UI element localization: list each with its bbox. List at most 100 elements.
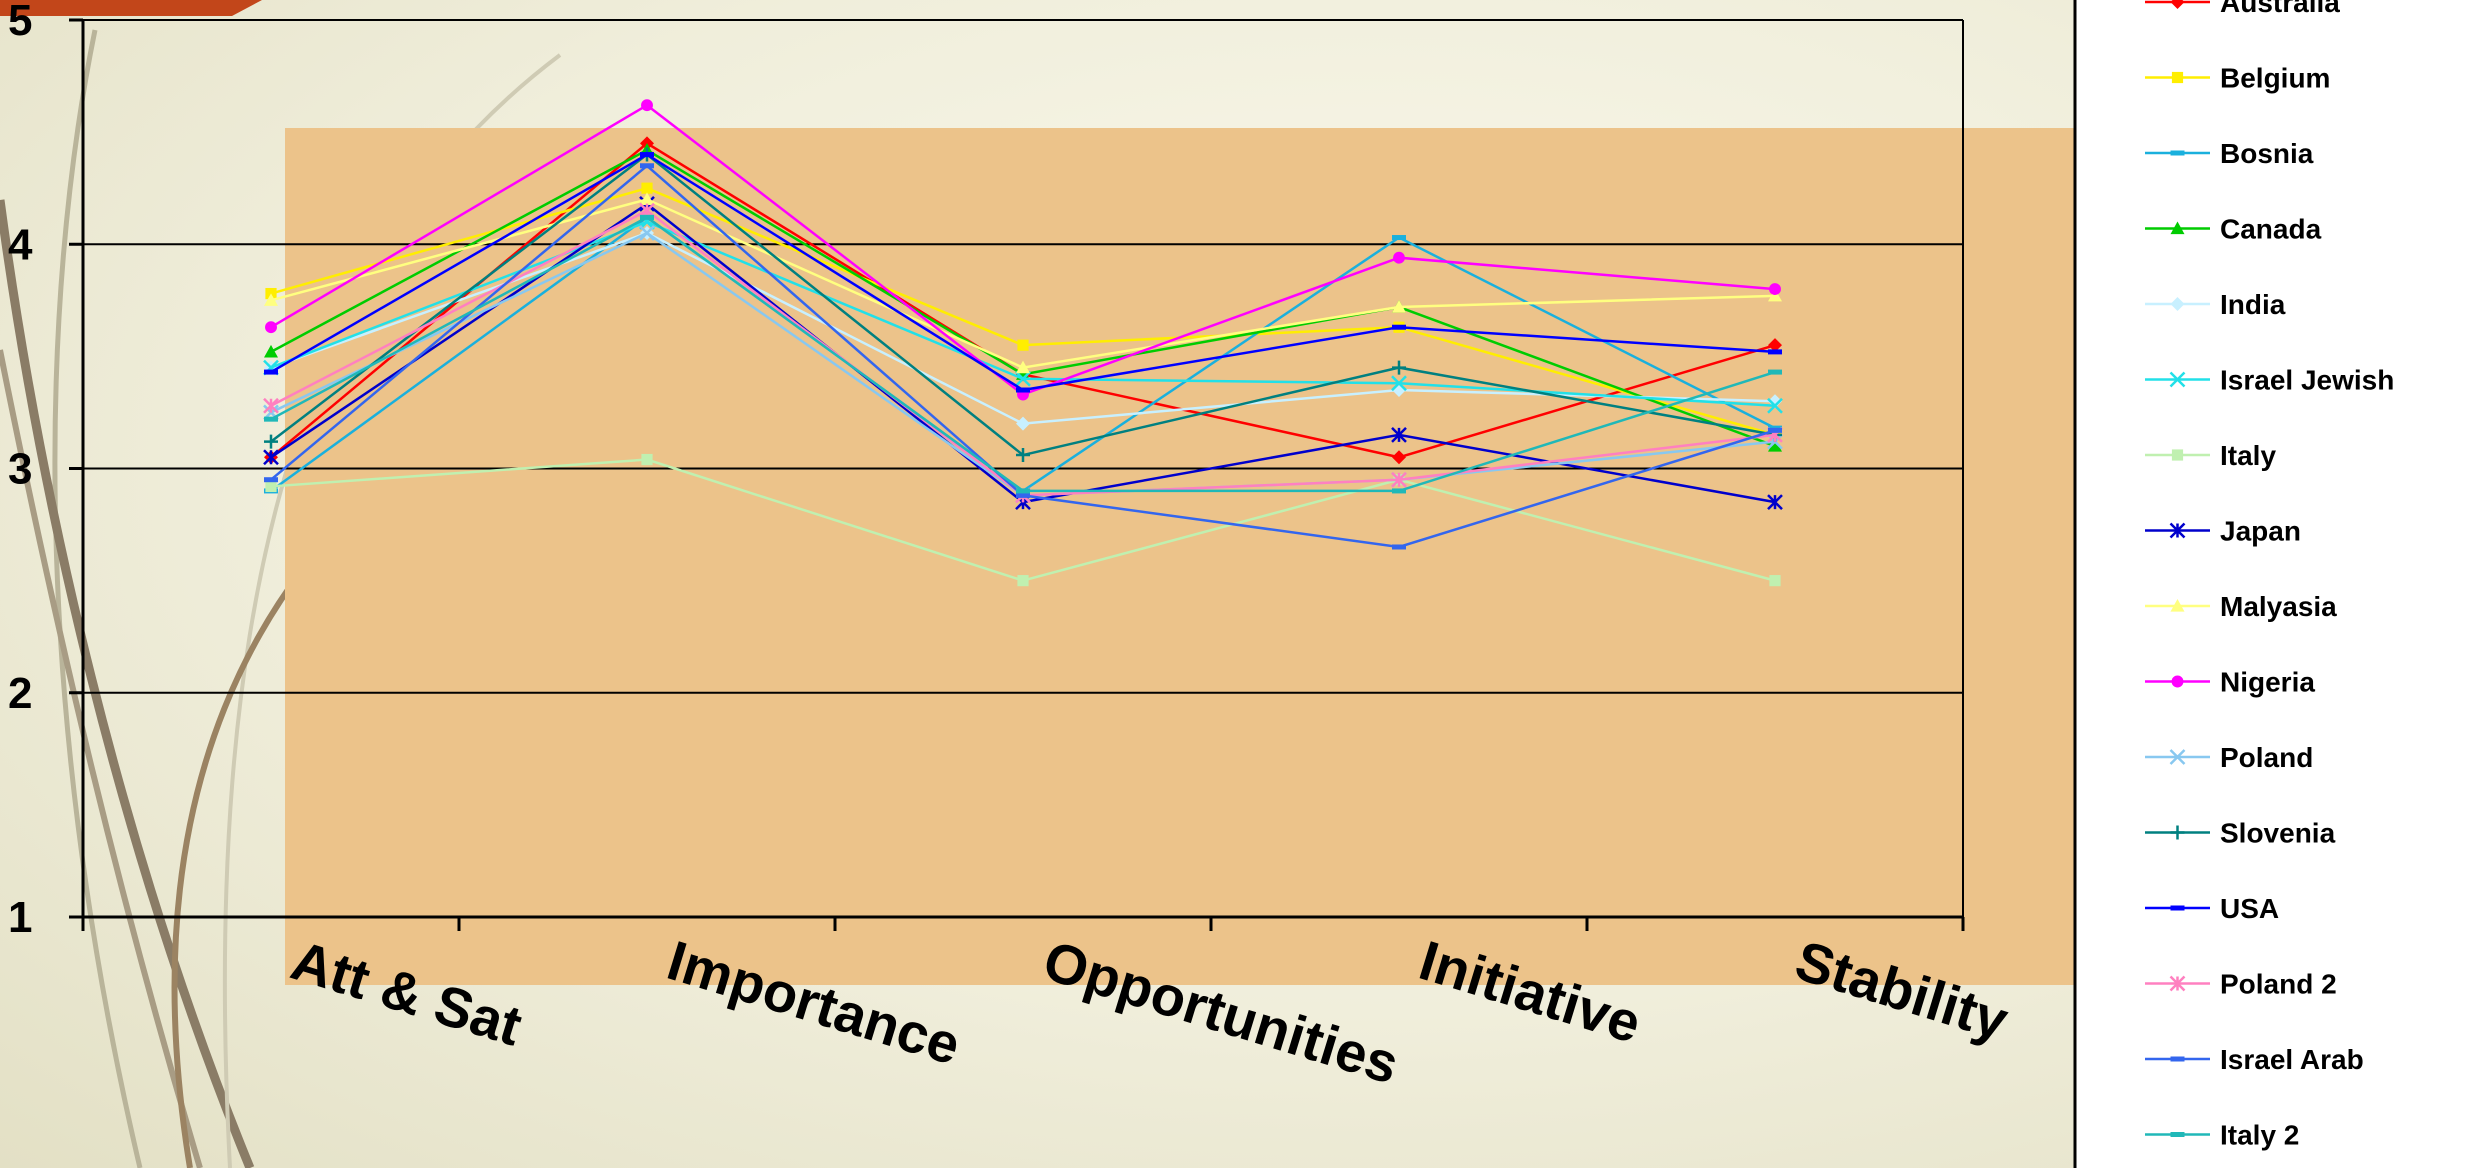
data-point (1768, 349, 1782, 355)
legend-label: India (2220, 289, 2286, 320)
data-point (1392, 488, 1406, 494)
data-point (2169, 749, 2186, 765)
legend-label: Slovenia (2220, 818, 2336, 849)
legend-item: Slovenia (2145, 818, 2336, 849)
data-point (2170, 150, 2185, 156)
data-point (639, 225, 655, 241)
data-point (264, 416, 278, 422)
data-point (1768, 369, 1782, 375)
data-point (1016, 360, 1030, 374)
legend-label: Israel Jewish (2220, 365, 2394, 396)
legend-box (2073, 0, 2491, 1168)
legend-label: Japan (2220, 516, 2301, 547)
data-point (2171, 449, 2184, 461)
legend-label: Italy 2 (2220, 1120, 2299, 1151)
legend-item: Israel Arab (2145, 1044, 2364, 1075)
data-point (1767, 397, 1783, 414)
legend-label: Bosnia (2220, 138, 2314, 169)
legend-label: Italy (2220, 440, 2276, 471)
legend-item: Bosnia (2145, 138, 2314, 169)
data-point (641, 99, 653, 112)
legend-label: Malyasia (2220, 591, 2337, 622)
data-point (264, 293, 278, 306)
data-point (2170, 0, 2185, 9)
data-point (1391, 471, 1407, 488)
legend-item: India (2145, 289, 2286, 320)
y-axis-tick-labels: 1 2 3 4 5 (8, 0, 33, 942)
data-point (2170, 297, 2185, 311)
data-point (1767, 494, 1783, 511)
data-point (1393, 251, 1405, 264)
legend-label: USA (2220, 893, 2279, 924)
data-point (2169, 975, 2186, 992)
legend-label: Canada (2220, 214, 2322, 245)
top-corner-accent (0, 0, 262, 16)
axes (69, 18, 1965, 931)
data-point (2169, 371, 2186, 388)
legend-label: Israel Arab (2220, 1044, 2364, 1075)
data-point (1392, 450, 1406, 465)
legend-item: Australia (2145, 0, 2340, 18)
data-point (264, 344, 278, 358)
data-point (641, 453, 653, 466)
data-point (2170, 599, 2185, 612)
data-point (640, 163, 654, 169)
data-point (1015, 370, 1031, 387)
legend-item: Italy 2 (2145, 1120, 2299, 1151)
data-point (1391, 426, 1407, 443)
data-point (2171, 71, 2184, 84)
y-tick-label: 5 (8, 0, 32, 45)
data-point (265, 321, 277, 334)
legend-label: Poland 2 (2220, 969, 2337, 1000)
legend-item: Italy (2145, 440, 2276, 471)
data-point (1768, 338, 1782, 353)
data-point (1016, 492, 1030, 498)
y-tick-label: 4 (8, 220, 33, 269)
data-point (1392, 544, 1406, 550)
y-tick-label: 2 (8, 669, 32, 718)
legend-label: Poland (2220, 742, 2313, 773)
y-tick-label: 3 (8, 445, 32, 494)
data-point (2170, 1056, 2185, 1062)
data-point (640, 192, 654, 205)
data-point (1768, 288, 1782, 302)
legend-label: Australia (2220, 0, 2340, 18)
legend-item: Malyasia (2145, 591, 2337, 622)
legend-item: Poland 2 (2145, 969, 2337, 1000)
plot-highlight-band (285, 128, 2081, 985)
legend-item: Canada (2145, 214, 2322, 245)
data-point (1768, 427, 1782, 433)
legend-item: Belgium (2145, 63, 2330, 94)
series-malyasia (264, 192, 1782, 374)
data-point (2170, 1132, 2185, 1137)
data-point (1016, 387, 1030, 393)
data-point (1017, 339, 1029, 351)
data-point (265, 480, 277, 493)
series-israel-arab (264, 163, 1782, 550)
data-point (2171, 675, 2184, 688)
data-point (640, 152, 654, 158)
data-point (2170, 221, 2185, 235)
series-usa (264, 152, 1782, 393)
data-point (2170, 825, 2185, 840)
series-nigeria (265, 99, 1781, 401)
series-lines (263, 99, 1783, 587)
data-point (1017, 575, 1029, 587)
legend-item: USA (2145, 893, 2279, 924)
data-point (1016, 448, 1030, 463)
data-point (1392, 324, 1406, 330)
data-point (1016, 416, 1030, 431)
data-point (1769, 283, 1781, 296)
data-point (2170, 905, 2185, 911)
data-point (263, 449, 279, 466)
data-point (1768, 439, 1782, 452)
data-point (1392, 360, 1406, 375)
data-point (1391, 375, 1407, 392)
data-point (1392, 235, 1406, 241)
legend-label: Nigeria (2220, 667, 2315, 698)
data-point (264, 369, 278, 375)
data-point (1016, 488, 1030, 494)
y-tick-label: 1 (8, 893, 32, 942)
legend-label: Belgium (2220, 63, 2330, 94)
